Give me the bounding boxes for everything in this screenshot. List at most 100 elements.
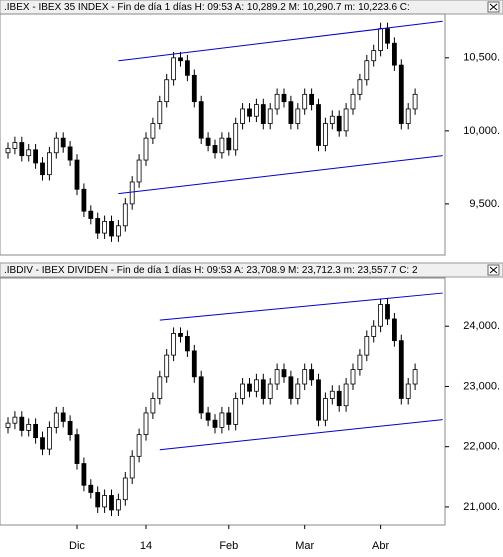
candle-body xyxy=(226,137,232,151)
candle-body xyxy=(240,383,246,399)
y-tick-label: 23,000. xyxy=(463,380,500,392)
candle-body xyxy=(116,499,121,511)
candle-body xyxy=(74,434,80,464)
candle-body xyxy=(116,225,121,237)
candle-body xyxy=(109,495,114,511)
candle-body xyxy=(122,203,128,227)
x-tick-label: Abr xyxy=(372,540,389,552)
candle-body xyxy=(150,123,156,139)
candle-body xyxy=(164,79,170,103)
candle-body xyxy=(253,104,259,117)
candle-body xyxy=(219,137,225,154)
candle-body xyxy=(350,93,356,110)
candle-body xyxy=(295,108,301,124)
candle-body xyxy=(60,412,66,422)
candle-body xyxy=(19,142,25,157)
candle-body xyxy=(364,336,370,356)
candle-body xyxy=(329,390,335,399)
candle-body xyxy=(12,416,18,424)
candle-body xyxy=(398,340,404,399)
candle-body xyxy=(67,420,73,436)
candle-body xyxy=(288,101,294,124)
candle-body xyxy=(302,369,308,385)
candle-body xyxy=(357,354,363,370)
candle-body xyxy=(274,93,280,110)
candle-body xyxy=(95,218,101,234)
candle-body xyxy=(350,369,356,385)
candle-body xyxy=(88,210,94,219)
candle-body xyxy=(184,60,190,76)
candle-body xyxy=(233,123,239,151)
candle-body xyxy=(12,142,18,149)
candle-body xyxy=(412,93,418,110)
panel-title: .IBEX - IBEX 35 INDEX - Fin de día 1 día… xyxy=(4,2,410,13)
candle-body xyxy=(343,108,349,132)
candle-body xyxy=(309,369,315,381)
candle-body xyxy=(240,108,246,124)
candle-body xyxy=(253,379,259,392)
candle-body xyxy=(316,379,321,421)
candle-body xyxy=(391,42,397,66)
x-tick-label: Mar xyxy=(295,540,314,552)
candle-body xyxy=(267,108,273,124)
candle-body xyxy=(343,383,349,407)
candle-body xyxy=(247,383,252,392)
candle-body xyxy=(378,28,384,51)
candle-body xyxy=(378,304,384,327)
candle-body xyxy=(136,434,142,457)
candle-body xyxy=(212,145,218,154)
candle-body xyxy=(26,149,32,157)
candle-body xyxy=(88,484,94,493)
candle-body xyxy=(191,74,197,103)
candle-body xyxy=(53,137,59,154)
candle-body xyxy=(371,50,377,62)
candle-body xyxy=(102,495,107,508)
candle-body xyxy=(67,146,73,161)
trend-line xyxy=(118,155,443,195)
candle-body xyxy=(136,159,142,183)
candle-body xyxy=(143,137,149,161)
candle-body xyxy=(164,354,170,378)
candle-body xyxy=(33,423,38,439)
candle-body xyxy=(205,137,211,146)
candle-body xyxy=(336,115,342,132)
candle-body xyxy=(281,369,287,378)
candle-body xyxy=(129,455,135,479)
candle-body xyxy=(329,115,335,124)
candle-body xyxy=(288,376,294,399)
panel-title: .IBDIV - IBEX DIVIDEN - Fin de día 1 día… xyxy=(4,265,418,276)
candle-body xyxy=(385,28,390,44)
candle-body xyxy=(47,427,52,450)
candle-body xyxy=(219,412,225,428)
candle-body xyxy=(385,304,390,320)
candle-body xyxy=(81,463,87,486)
close-icon xyxy=(489,266,498,274)
candle-body xyxy=(74,159,80,190)
candle-body xyxy=(364,60,370,81)
candle-body xyxy=(19,416,25,431)
candle-body xyxy=(322,123,328,146)
candle-body xyxy=(171,57,177,81)
candle-body xyxy=(391,318,397,342)
candle-body xyxy=(33,149,38,164)
candle-body xyxy=(129,181,135,205)
candle-body xyxy=(322,398,328,421)
candle-body xyxy=(122,477,128,501)
candle-body xyxy=(198,101,204,139)
candle-body xyxy=(357,79,363,95)
trend-line xyxy=(159,419,443,451)
candle-body xyxy=(40,162,45,176)
candle-body xyxy=(281,93,287,103)
candle-body xyxy=(143,412,149,436)
candle-body xyxy=(405,383,411,399)
candle-body xyxy=(233,398,239,425)
y-tick-label: 10,000. xyxy=(463,125,500,137)
candle-body xyxy=(212,419,218,428)
candle-body xyxy=(5,422,11,428)
candle-body xyxy=(109,221,114,237)
candle-body xyxy=(274,369,280,385)
candle-body xyxy=(260,379,266,399)
candle-body xyxy=(198,376,204,414)
candle-body xyxy=(226,412,232,425)
y-tick-label: 9,500. xyxy=(469,198,500,210)
